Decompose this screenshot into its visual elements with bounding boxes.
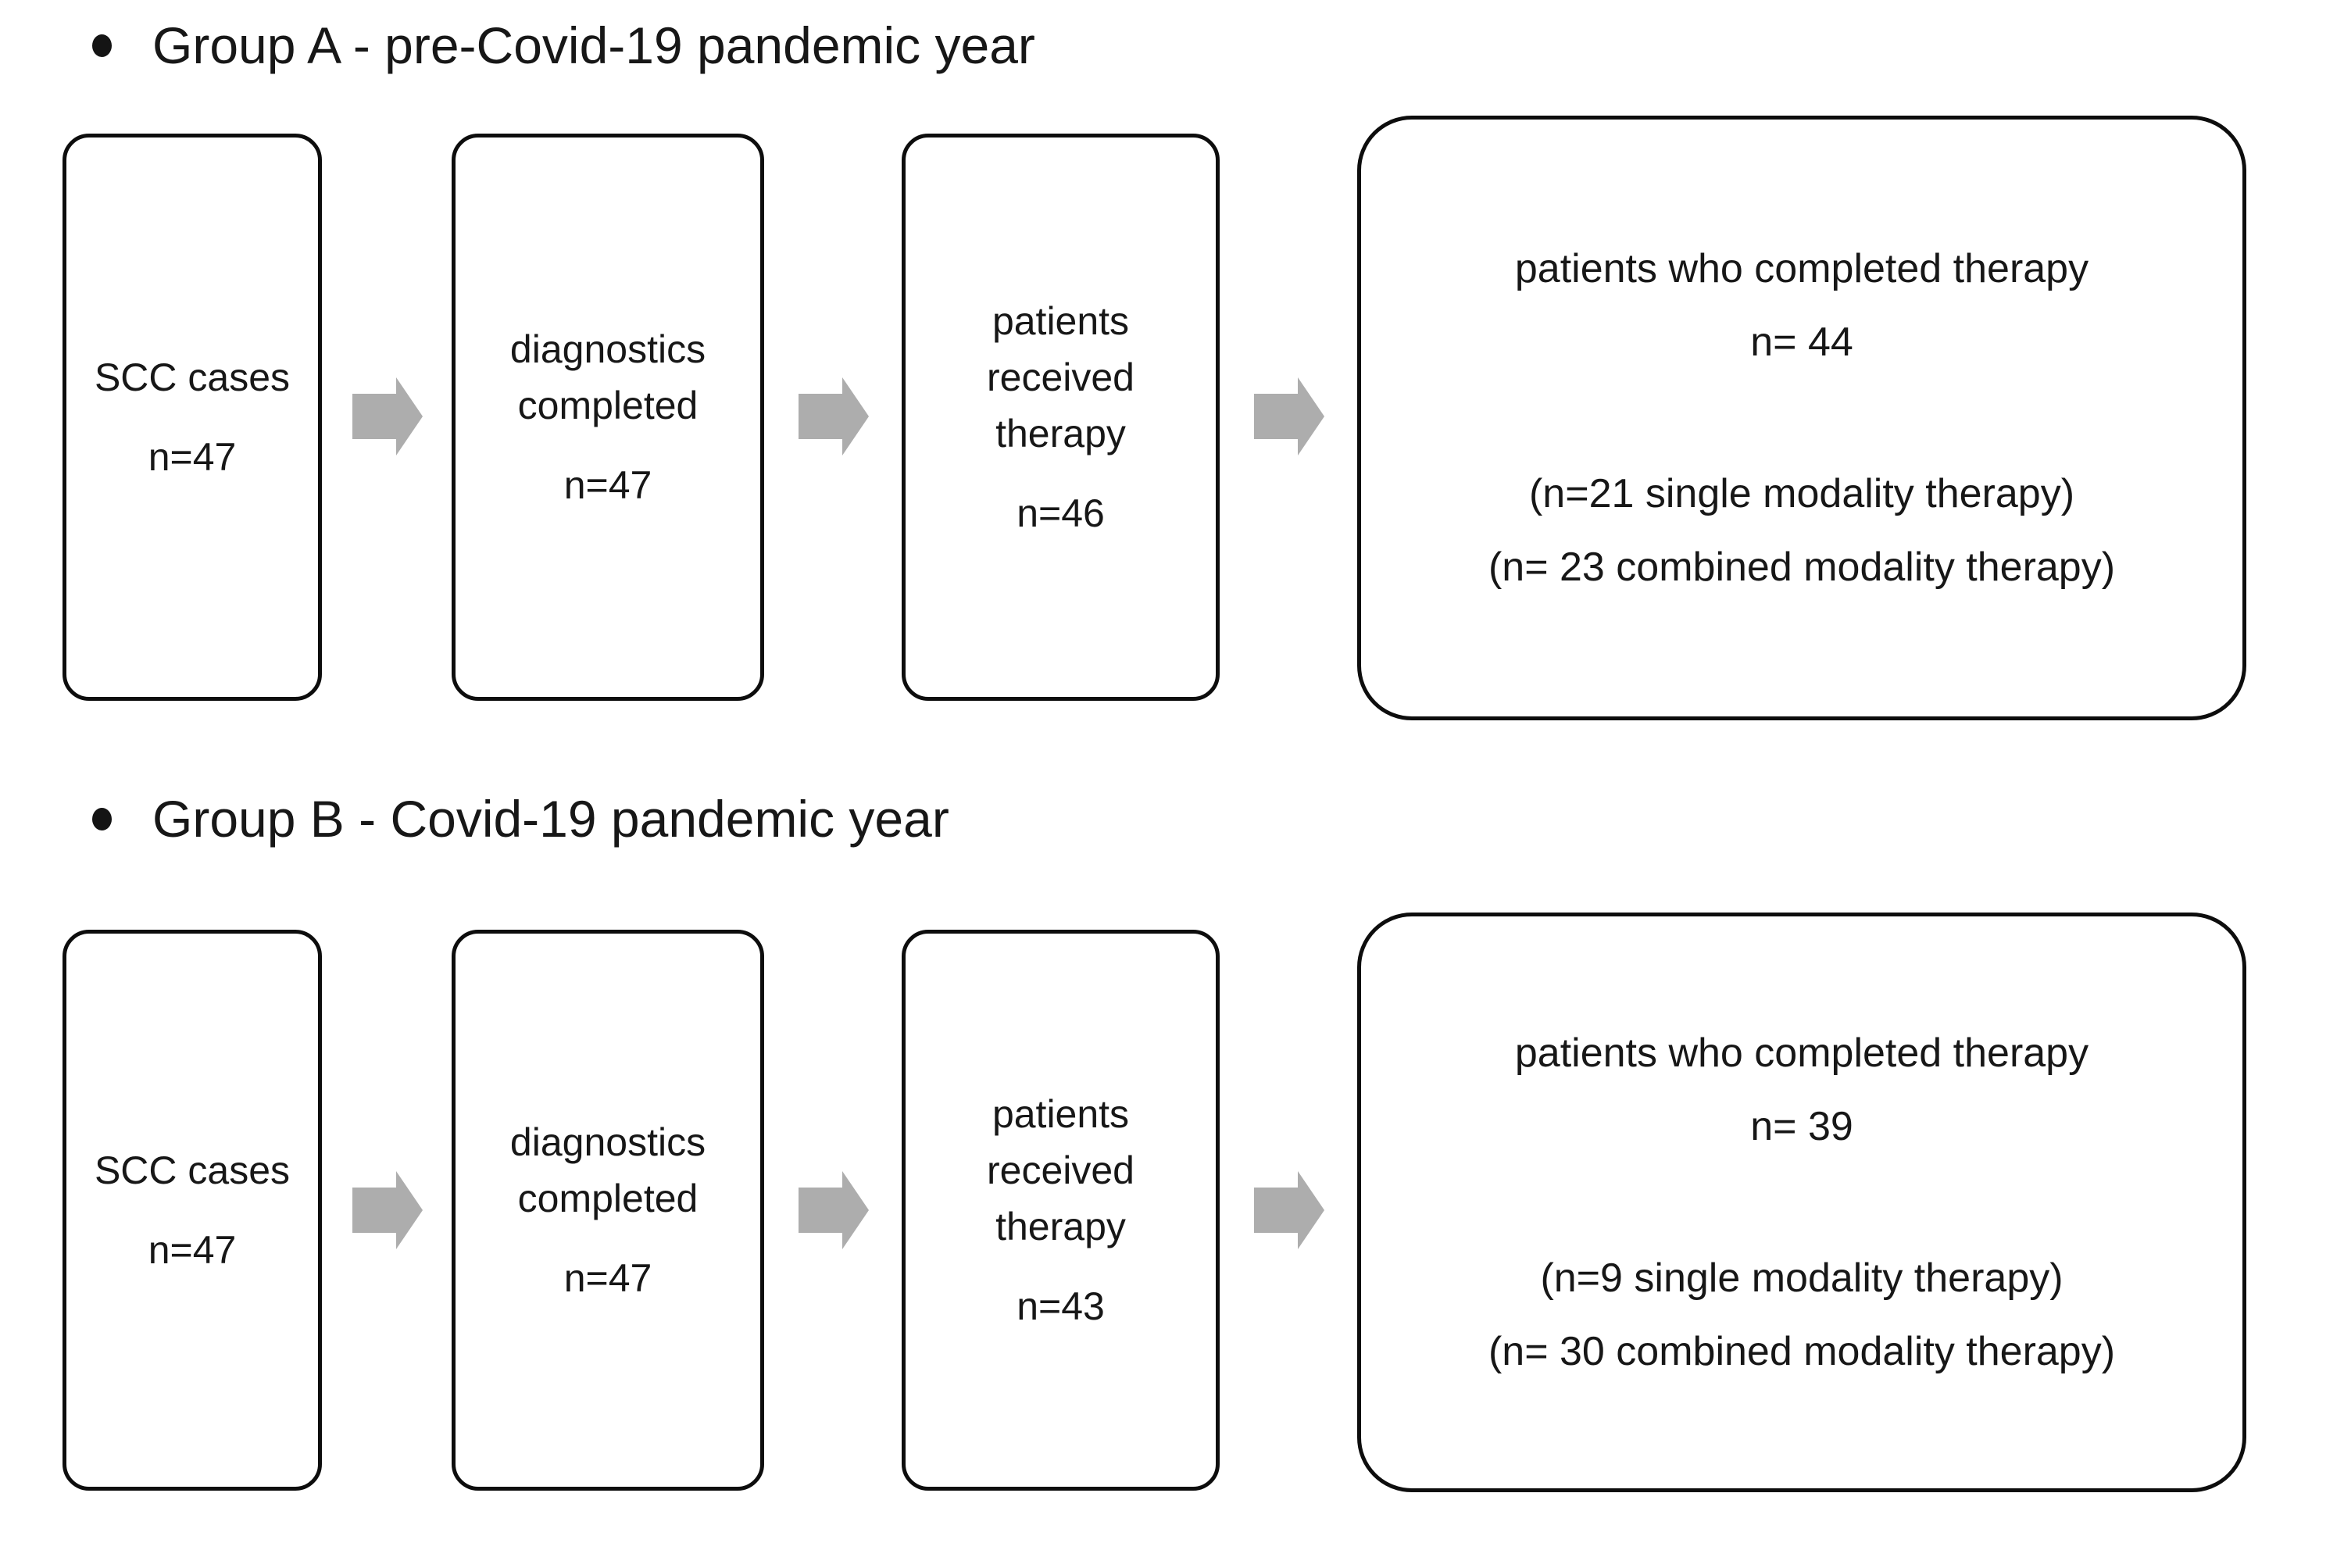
box-n-value: n= 39 [1750,1104,1853,1149]
box-n-value: n=46 [1017,491,1105,535]
box-detail-single-modality: (n=21 single modality therapy) [1528,471,2075,516]
box-diagnostics-completed-b: diagnostics completed n=47 [452,930,764,1491]
box-label: SCC cases [94,1148,291,1192]
box-title: patients who completed therapy [1514,246,2089,291]
box-label: completed [517,1177,699,1220]
flow-arrow-icon [1254,377,1324,455]
box-n-value: n=47 [148,435,237,479]
box-label: received [987,1148,1134,1192]
box-n-value: n= 44 [1750,320,1853,365]
box-patients-received-therapy-a: patients received therapy n=46 [902,134,1220,701]
box-completed-therapy-b: patients who completed therapy n= 39 (n=… [1357,913,2246,1492]
box-label: diagnostics [509,1120,706,1164]
box-scc-cases-b: SCC cases n=47 [63,930,322,1491]
box-patients-received-therapy-b: patients received therapy n=43 [902,930,1220,1491]
box-label: completed [517,384,699,427]
flow-arrow-icon [352,377,423,455]
box-label: patients [992,1092,1130,1136]
box-detail-single-modality: (n=9 single modality therapy) [1540,1255,2064,1301]
bullet-icon [92,808,112,830]
box-label: SCC cases [94,355,291,399]
box-completed-therapy-a: patients who completed therapy n= 44 (n=… [1357,116,2246,720]
box-label: received [987,355,1134,399]
box-n-value: n=47 [563,463,652,507]
box-label: diagnostics [509,327,706,371]
flow-arrow-icon [799,1171,869,1249]
box-n-value: n=43 [1017,1284,1105,1328]
box-label: therapy [995,412,1126,455]
box-n-value: n=47 [148,1228,237,1272]
bullet-icon [92,34,112,57]
box-detail-combined-modality: (n= 30 combined modality therapy) [1488,1329,2116,1374]
box-label: patients [992,299,1130,343]
box-title: patients who completed therapy [1514,1030,2089,1076]
box-diagnostics-completed-a: diagnostics completed n=47 [452,134,764,701]
box-detail-combined-modality: (n= 23 combined modality therapy) [1488,545,2116,590]
box-scc-cases-a: SCC cases n=47 [63,134,322,701]
box-label: therapy [995,1205,1126,1248]
flow-arrow-icon [799,377,869,455]
group-a-heading: Group A - pre-Covid-19 pandemic year [152,16,1035,74]
flow-arrow-icon [1254,1171,1324,1249]
box-n-value: n=47 [563,1256,652,1300]
group-b-heading: Group B - Covid-19 pandemic year [152,790,949,848]
flow-arrow-icon [352,1171,423,1249]
